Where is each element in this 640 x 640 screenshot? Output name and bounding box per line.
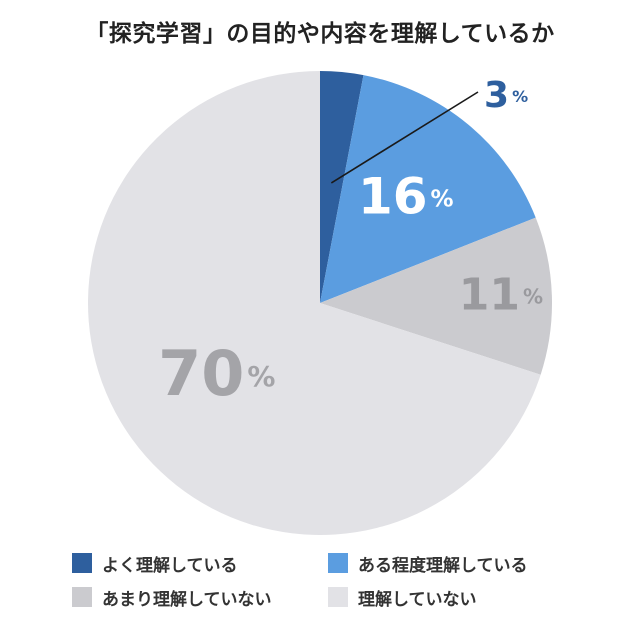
legend-item-somewhat-understand: ある程度理解している [328, 550, 528, 576]
legend-label: 理解していない [358, 589, 477, 610]
legend-swatch [328, 553, 348, 573]
pie-slice-not-understand [88, 71, 541, 535]
legend-label: よく理解している [102, 555, 238, 576]
legend-item-well-understand: よく理解している [72, 550, 238, 576]
legend-swatch [72, 553, 92, 573]
legend-swatch [72, 587, 92, 607]
legend-label: あまり理解していない [102, 589, 272, 610]
pie-label-not-much-understand: 11% [459, 269, 543, 320]
chart-title: 「探究学習」の目的や内容を理解しているか [85, 21, 555, 47]
legend-item-not-much-understand: あまり理解していない [72, 584, 272, 610]
pie-label-not-understand: 70% [158, 337, 275, 410]
pie-leader-line [330, 91, 479, 184]
pie-slice-somewhat-understand [320, 75, 536, 303]
legend-label: ある程度理解している [358, 555, 528, 576]
legend-item-not-understand: 理解していない [328, 584, 477, 610]
pie-slice-not-much-understand [320, 217, 552, 375]
pie-label-well-understand: 3% [484, 75, 528, 116]
pie-label-somewhat-understand: 16% [358, 167, 454, 225]
legend-swatch [328, 587, 348, 607]
pie-slice-well-understand [320, 71, 364, 303]
